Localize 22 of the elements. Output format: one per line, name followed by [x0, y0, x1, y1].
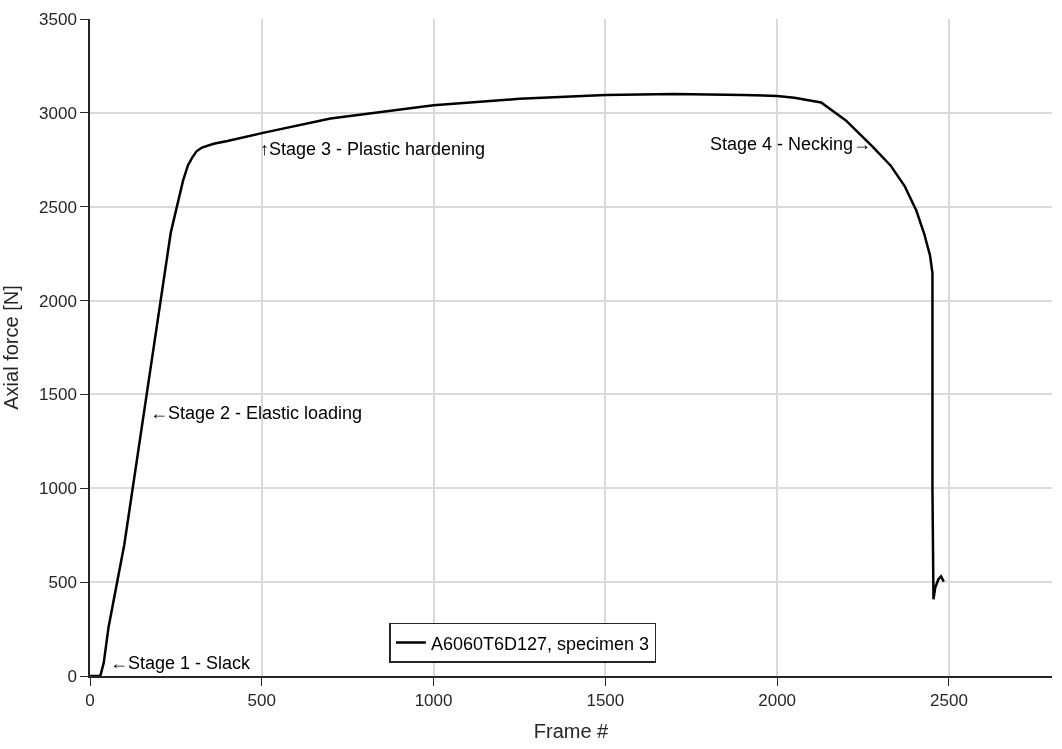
legend-label: A6060T6D127, specimen 3: [430, 633, 650, 654]
line-series: [90, 92, 946, 676]
x-tick-label: 1000: [414, 691, 453, 711]
y-tick-label: 2500: [39, 197, 77, 217]
x-tick-label: 2500: [930, 691, 968, 711]
y-tick-label: 1000: [39, 479, 77, 499]
annotation: ↑Stage 3 - Plastic hardening: [260, 139, 486, 159]
y-tick-label: 500: [48, 573, 77, 593]
annotation: Stage 4 - Necking→: [710, 134, 872, 154]
y-axis-title: Axial force [N]: [0, 285, 23, 410]
y-tick-label: 0: [67, 666, 77, 686]
y-tick-label: 3000: [39, 103, 77, 123]
y-tick-label: 3500: [39, 9, 77, 29]
y-tick-label: 2000: [39, 291, 77, 311]
x-tick-label: 1500: [586, 691, 625, 711]
annotation: ←Stage 1 - Slack: [110, 653, 252, 673]
x-tick-label: 2000: [758, 691, 797, 711]
y-tick-label: 1500: [39, 385, 77, 405]
x-tick-label: 500: [247, 691, 276, 711]
x-axis-title: Frame #: [533, 720, 610, 743]
annotation: ←Stage 2 - Elastic loading: [150, 403, 363, 423]
x-tick-label: 0: [85, 691, 95, 711]
